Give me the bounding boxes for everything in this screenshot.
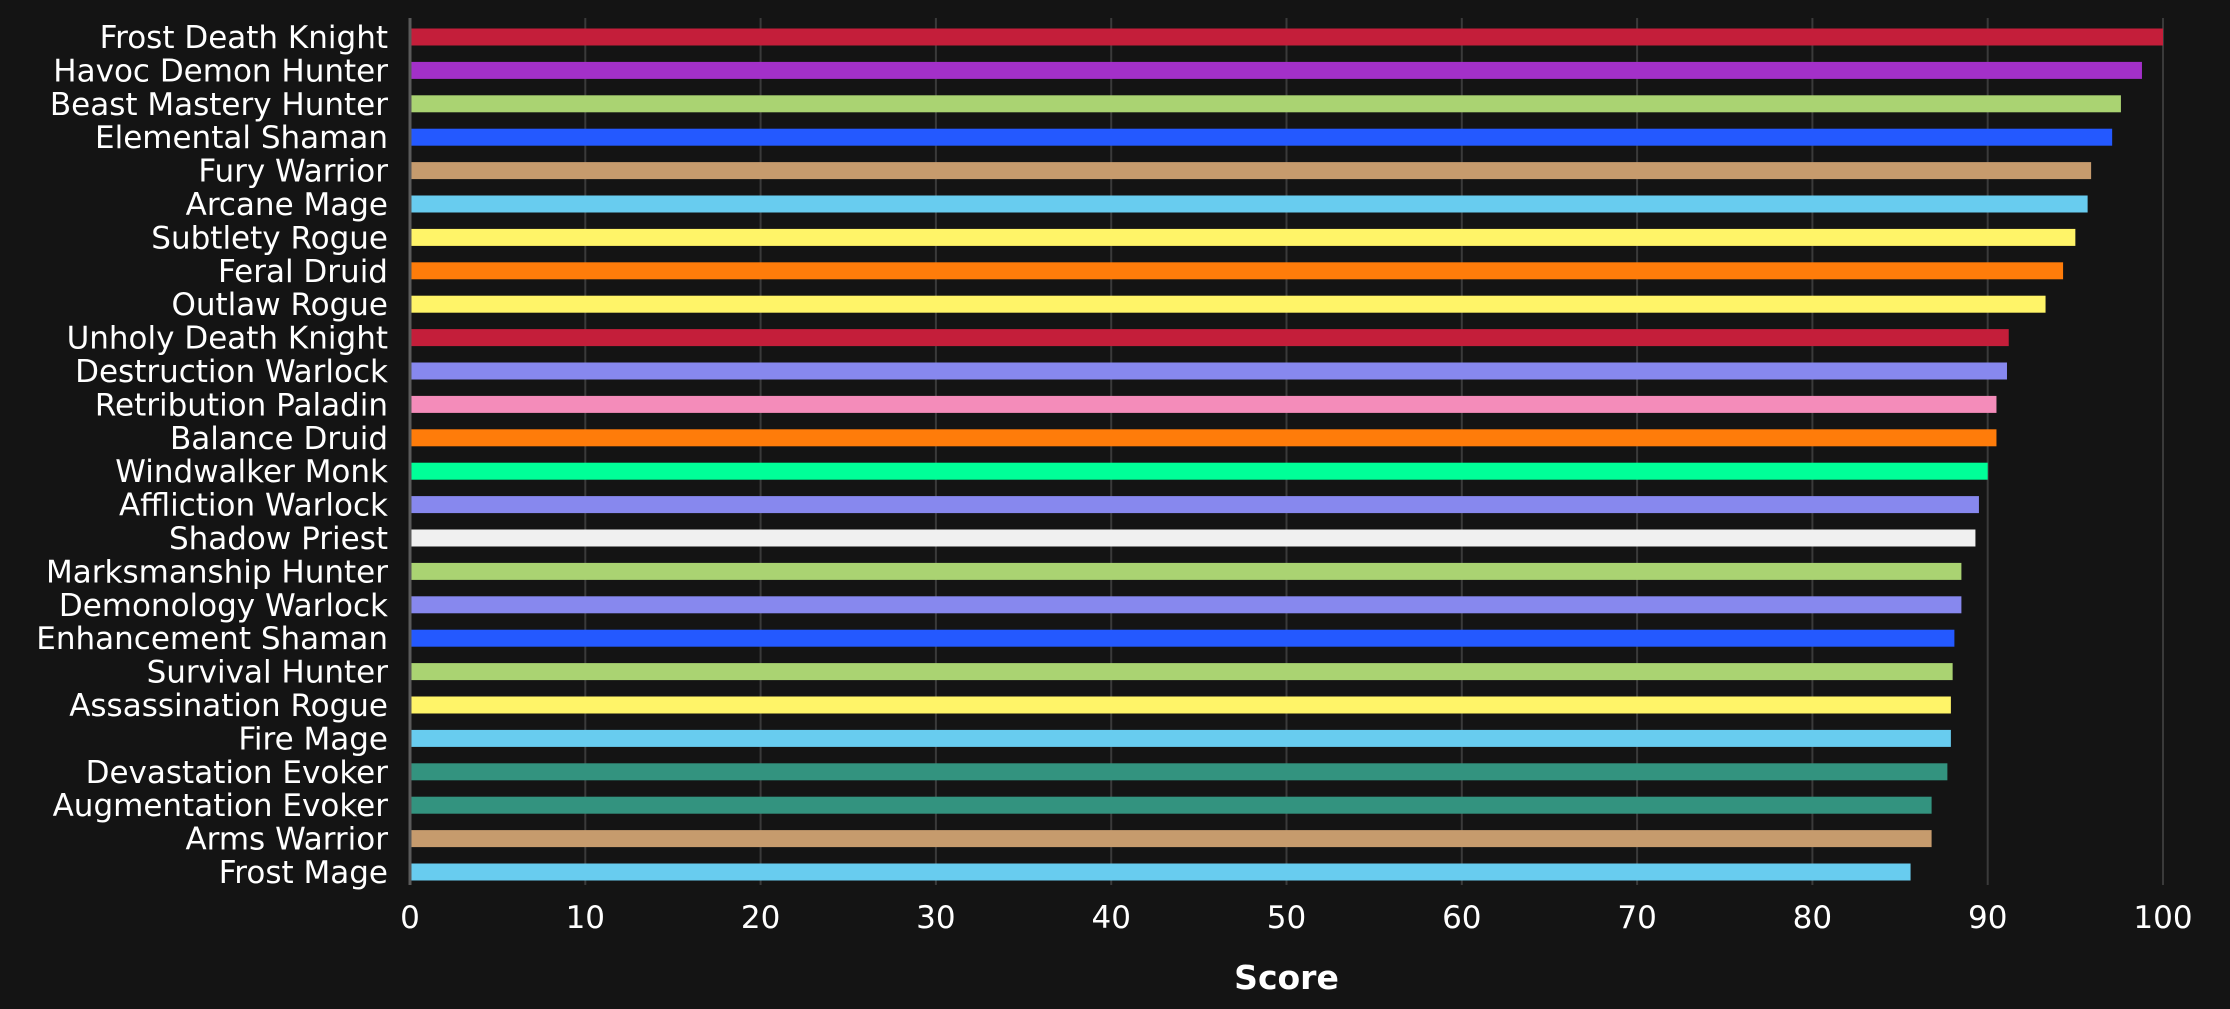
bar xyxy=(410,128,2113,146)
bar xyxy=(410,496,1979,514)
bar xyxy=(410,629,1955,647)
bar xyxy=(410,796,1932,814)
x-tick-label: 50 xyxy=(1267,900,1306,936)
category-label: Beast Mastery Hunter xyxy=(50,87,388,123)
bar xyxy=(410,329,2009,347)
x-axis-title: Score xyxy=(1234,958,1339,997)
bar xyxy=(410,562,1962,580)
category-label: Frost Death Knight xyxy=(100,20,388,56)
bars xyxy=(410,28,2163,881)
x-tick-label: 10 xyxy=(566,900,605,936)
category-label: Assassination Rogue xyxy=(69,688,388,724)
bar xyxy=(410,462,1988,480)
category-label: Marksmanship Hunter xyxy=(46,554,388,590)
x-tick-label: 100 xyxy=(2133,900,2192,936)
category-label: Demonology Warlock xyxy=(59,588,388,624)
bar xyxy=(410,95,2121,113)
category-label: Outlaw Rogue xyxy=(171,287,388,323)
category-label: Survival Hunter xyxy=(147,655,389,691)
bar xyxy=(410,362,2007,380)
x-tick-label: 90 xyxy=(1968,900,2007,936)
grid-lines xyxy=(584,18,2164,885)
x-tick-label: 60 xyxy=(1442,900,1481,936)
x-tick-label: 70 xyxy=(1617,900,1656,936)
category-label: Enhancement Shaman xyxy=(36,621,388,657)
bar xyxy=(410,696,1951,714)
bar xyxy=(410,763,1948,781)
category-label: Subtlety Rogue xyxy=(151,220,388,256)
x-tick-label: 0 xyxy=(400,900,420,936)
bar xyxy=(410,596,1962,614)
x-tick-label: 20 xyxy=(741,900,780,936)
x-tick-labels: 0 10 20 30 40 50 60 70 80 90 100 xyxy=(400,900,2192,936)
category-label: Elemental Shaman xyxy=(95,120,388,156)
bar xyxy=(410,28,2163,46)
bar xyxy=(410,395,1997,413)
category-label: Frost Mage xyxy=(219,855,388,891)
category-label: Fury Warrior xyxy=(198,154,388,190)
category-label: Windwalker Monk xyxy=(115,454,388,490)
category-label: Arms Warrior xyxy=(185,822,388,858)
bar xyxy=(410,863,1911,881)
bar xyxy=(410,262,2064,280)
category-label: Destruction Warlock xyxy=(75,354,388,390)
category-label: Devastation Evoker xyxy=(86,755,389,791)
category-label: Fire Mage xyxy=(238,721,388,757)
bar xyxy=(410,830,1932,848)
bar xyxy=(410,429,1997,447)
bar xyxy=(410,529,1976,547)
x-tick-label: 80 xyxy=(1793,900,1832,936)
category-label: Augmentation Evoker xyxy=(53,788,389,824)
category-label: Affliction Warlock xyxy=(119,488,388,524)
category-label: Shadow Priest xyxy=(169,521,388,557)
bar xyxy=(410,663,1953,681)
category-label: Unholy Death Knight xyxy=(67,321,388,357)
category-label: Havoc Demon Hunter xyxy=(53,53,388,89)
bar xyxy=(410,295,2046,313)
x-tick-label: 30 xyxy=(916,900,955,936)
bar xyxy=(410,162,2092,180)
bar xyxy=(410,228,2076,246)
category-label: Balance Druid xyxy=(170,421,388,457)
bar xyxy=(410,61,2142,79)
bar xyxy=(410,195,2088,213)
x-tick-label: 40 xyxy=(1091,900,1130,936)
category-label: Retribution Paladin xyxy=(95,387,388,423)
category-label: Feral Druid xyxy=(218,254,388,290)
category-label: Arcane Mage xyxy=(186,187,388,223)
bar xyxy=(410,729,1951,747)
